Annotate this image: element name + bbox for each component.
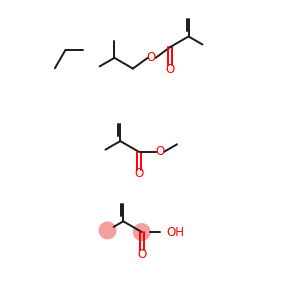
Circle shape [99,222,116,239]
Text: OH: OH [167,226,184,238]
Circle shape [134,224,150,240]
Text: O: O [156,145,165,158]
Text: O: O [165,63,175,76]
Text: O: O [137,248,146,261]
Text: O: O [134,167,143,180]
Text: O: O [147,51,156,64]
